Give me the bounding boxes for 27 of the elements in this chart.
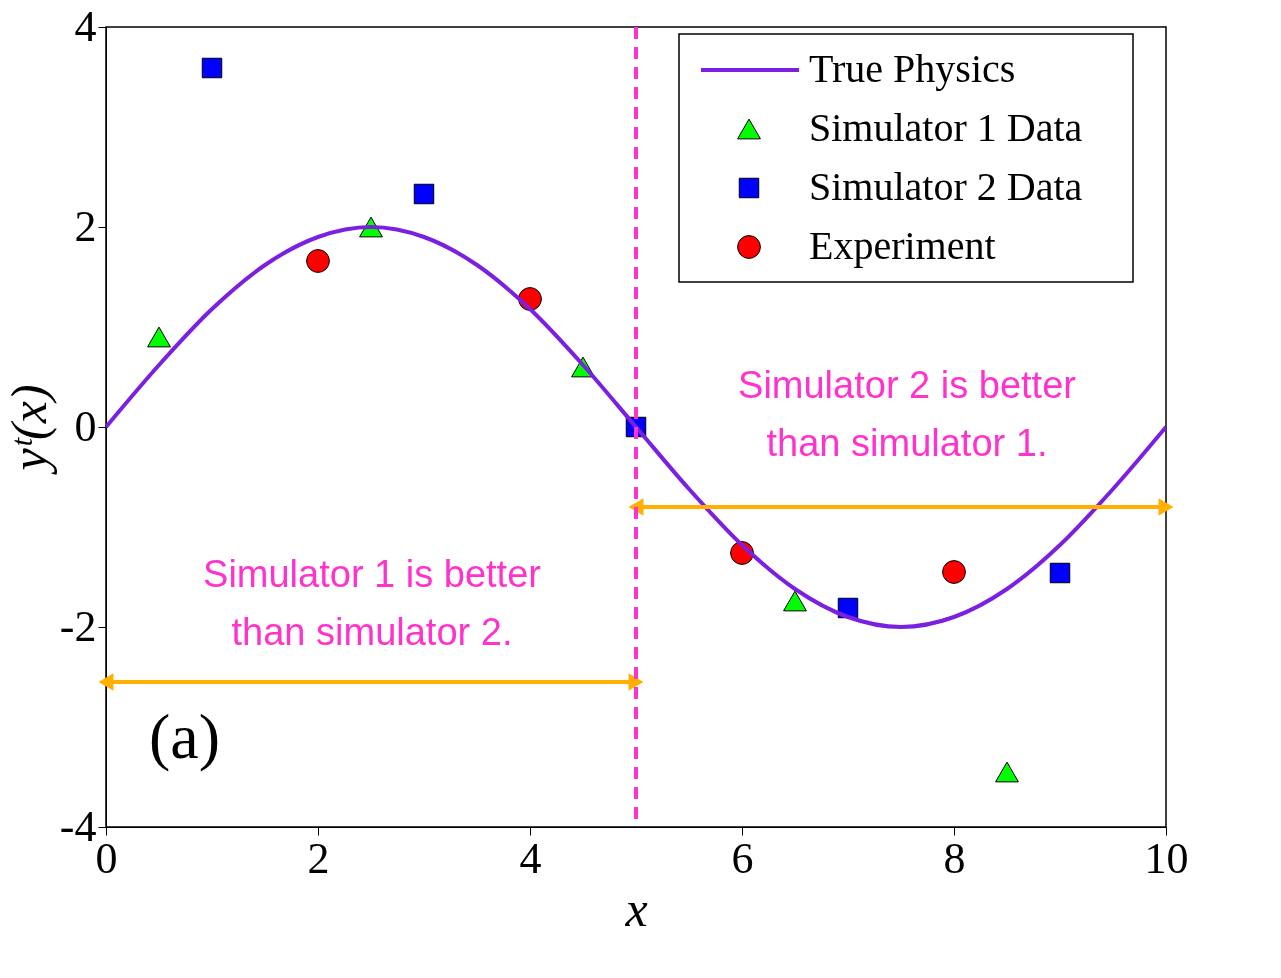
y-axis-title: yᵗ(x) <box>0 384 57 476</box>
x-axis-title: x <box>624 880 648 937</box>
annotation: (a) <box>149 701 221 772</box>
annotation: Simulator 2 is better than simulator 1. <box>738 364 1077 464</box>
y-tick-label: 4 <box>74 1 97 51</box>
legend-label: Simulator 2 Data <box>809 164 1083 209</box>
y-tick-label: 2 <box>74 201 97 251</box>
point <box>995 761 1019 783</box>
x-tick-label: 6 <box>731 833 754 883</box>
legend-label: True Physics <box>809 46 1016 91</box>
point <box>783 590 807 612</box>
x-tick-label: 2 <box>307 833 330 883</box>
point <box>147 326 171 348</box>
point <box>1049 562 1071 584</box>
point <box>942 560 966 584</box>
point <box>306 249 330 273</box>
x-tick-label: 10 <box>1144 833 1189 883</box>
legend-label: Simulator 1 Data <box>809 105 1083 150</box>
annotation: Simulator 1 is better than simulator 2. <box>203 553 542 653</box>
point <box>201 57 223 79</box>
x-tick-label: 4 <box>519 833 542 883</box>
x-tick-label: 8 <box>943 833 966 883</box>
y-tick-label: 0 <box>74 401 97 451</box>
y-tick-label: -2 <box>59 601 97 651</box>
legend-label: Experiment <box>809 223 996 268</box>
y-tick-label: -4 <box>59 801 97 851</box>
point <box>413 183 435 205</box>
